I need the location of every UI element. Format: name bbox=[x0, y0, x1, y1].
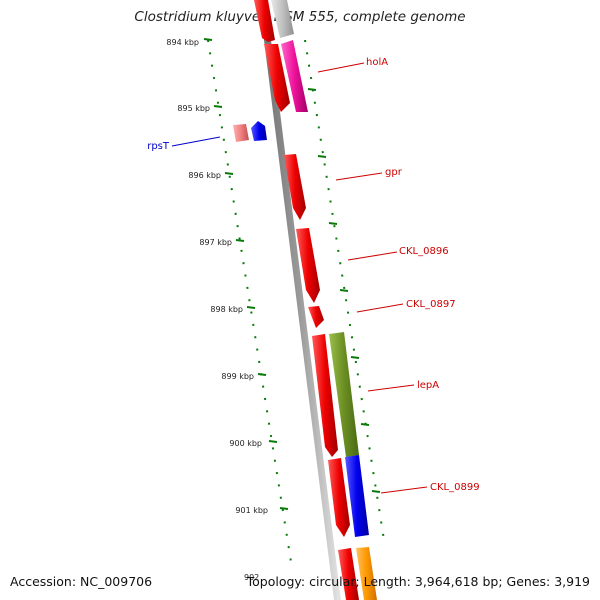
gene-features bbox=[233, 0, 377, 600]
kbp-label-894: 894 kbp bbox=[166, 38, 199, 47]
gene-gray-top[interactable] bbox=[271, 0, 294, 38]
kbp-label-902: 902 bbox=[244, 573, 259, 582]
gene-label-CKL_0899[interactable]: CKL_0899 bbox=[430, 482, 480, 493]
gene-label-holA[interactable]: holA bbox=[366, 57, 388, 68]
gene-red-lower[interactable] bbox=[328, 458, 350, 537]
inner-dotted-track bbox=[207, 39, 293, 569]
kbp-major-ticks bbox=[203, 38, 289, 510]
kbp-label-901: 901 kbp bbox=[235, 506, 268, 515]
gene-gpr[interactable] bbox=[284, 154, 306, 220]
kbp-label-896: 896 kbp bbox=[188, 171, 221, 180]
topology-text: Topology: circular; Length: 3,964,618 bp… bbox=[246, 574, 590, 589]
gene-rpsT-partner[interactable] bbox=[233, 124, 249, 142]
gene-CKL_0896[interactable] bbox=[296, 228, 320, 303]
gene-label-lepA[interactable]: lepA bbox=[417, 380, 439, 391]
gene-label-CKL_0896[interactable]: CKL_0896 bbox=[399, 246, 449, 257]
gene-red-top[interactable] bbox=[254, 0, 275, 42]
outer-major-ticks bbox=[307, 88, 381, 493]
gene-CKL_0899[interactable] bbox=[345, 455, 369, 537]
kbp-label-895: 895 kbp bbox=[177, 104, 210, 113]
gene-red-middle[interactable] bbox=[312, 334, 338, 457]
gene-rpsT[interactable] bbox=[251, 121, 267, 141]
genome-backbone bbox=[259, 0, 341, 600]
kbp-label-900: 900 kbp bbox=[229, 439, 262, 448]
gene-lepA[interactable] bbox=[329, 332, 359, 457]
kbp-label-897: 897 kbp bbox=[199, 238, 232, 247]
gene-label-gpr[interactable]: gpr bbox=[385, 167, 403, 178]
genome-title: Clostridium kluyveri DSM 555, complete g… bbox=[134, 9, 466, 25]
accession-text: Accession: NC_009706 bbox=[10, 574, 153, 589]
gene-red-bottom[interactable] bbox=[338, 548, 359, 600]
gene-CKL_0897[interactable] bbox=[308, 306, 324, 328]
gene-holA[interactable] bbox=[281, 40, 308, 112]
kbp-label-898: 898 kbp bbox=[210, 305, 243, 314]
label-leader-lines bbox=[171, 62, 428, 494]
gene-red-near-holA[interactable] bbox=[264, 44, 290, 112]
gene-label-rpsT[interactable]: rpsT bbox=[147, 141, 170, 152]
gene-label-CKL_0897[interactable]: CKL_0897 bbox=[406, 299, 456, 310]
kbp-label-899: 899 kbp bbox=[221, 372, 254, 381]
gene-orange-bottom[interactable] bbox=[356, 547, 377, 600]
